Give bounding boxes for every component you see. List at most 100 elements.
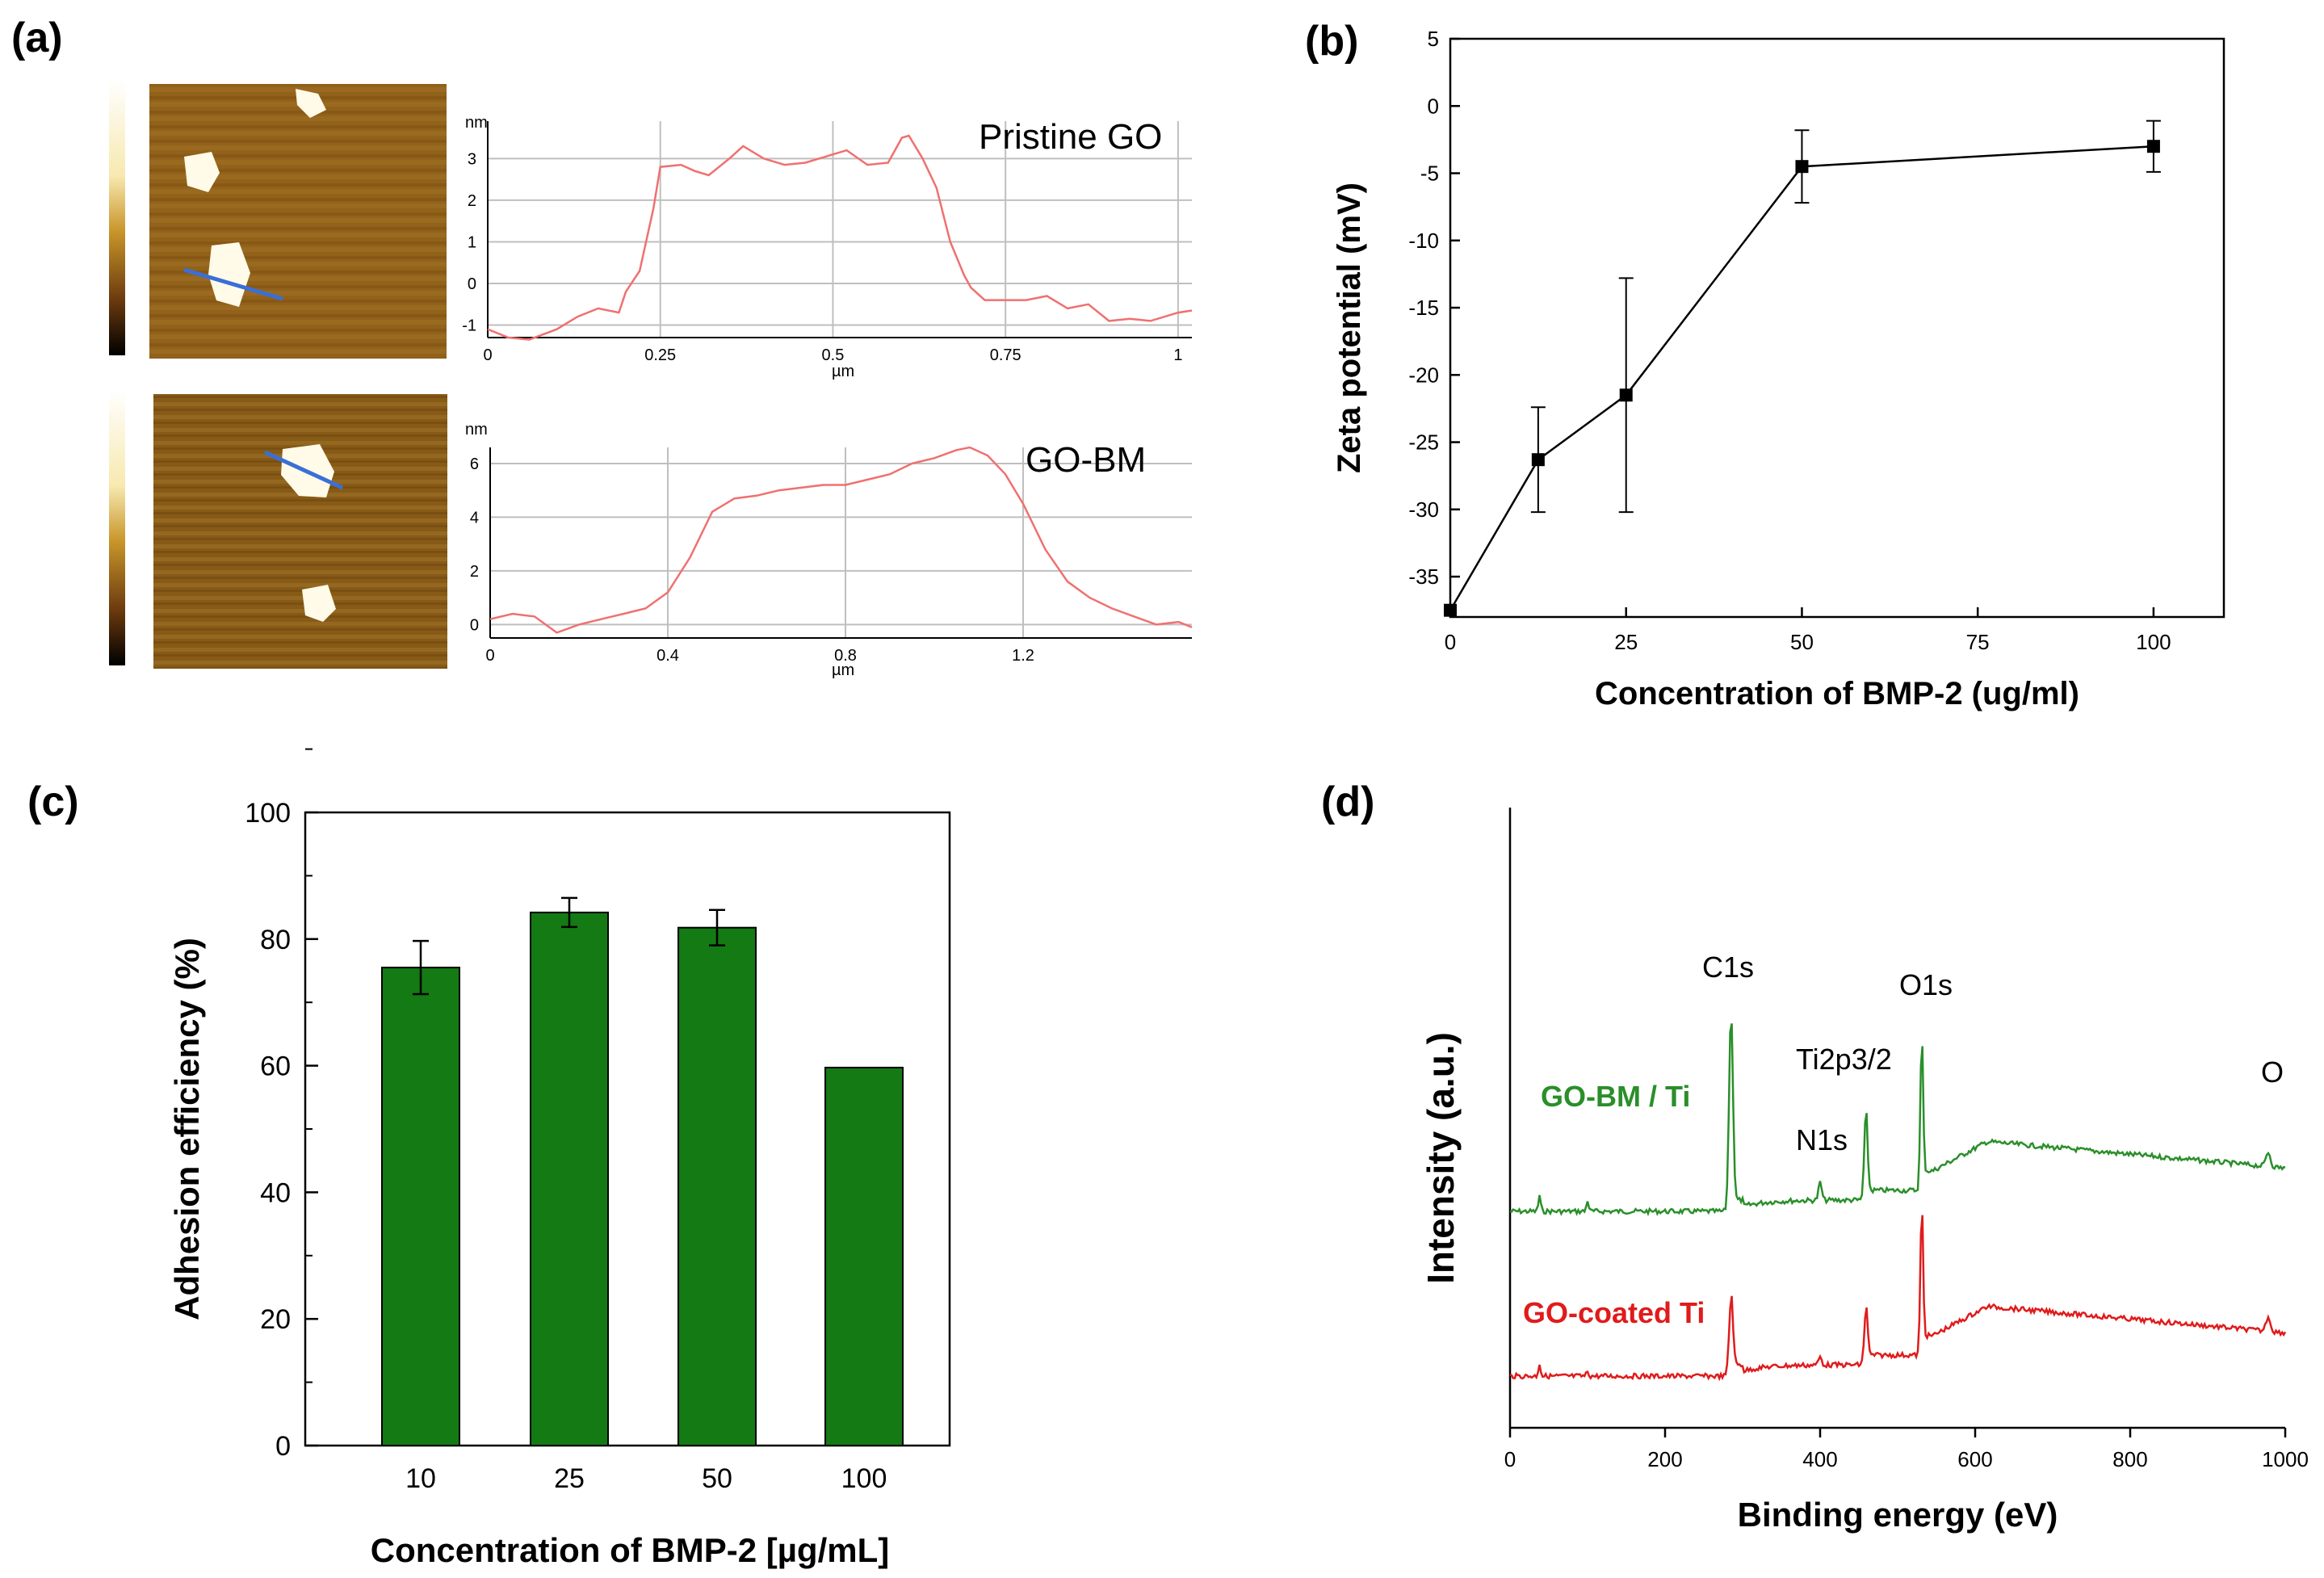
axis-ticks: 0 20 40 60 80 100 10 25 50 100 xyxy=(245,748,887,1494)
afm-scan-line xyxy=(183,267,283,301)
panel-label-c: (c) xyxy=(27,779,79,825)
peak-label-c1s: C1s xyxy=(1702,951,1754,984)
peak-label-o: O xyxy=(2261,1055,2284,1089)
y-tick-label: 100 xyxy=(245,798,291,829)
y-tick-label: 80 xyxy=(260,925,291,955)
y-tick-label: 20 xyxy=(260,1304,291,1335)
x-tick-label: 1.2 xyxy=(1012,647,1034,665)
y-tick-labels: -1 0 1 2 3 xyxy=(462,150,476,334)
y-tick-label: -5 xyxy=(1420,162,1439,186)
x-tick-label: 100 xyxy=(841,1463,887,1494)
x-unit-label: µm xyxy=(832,363,854,380)
afm-colorbar xyxy=(109,79,125,355)
y-tick-label: -25 xyxy=(1408,430,1439,455)
afm-image xyxy=(153,394,447,669)
x-tick-label: 600 xyxy=(1957,1447,1992,1471)
bar xyxy=(530,911,609,1446)
x-tick-label: 75 xyxy=(1966,630,1990,654)
bar xyxy=(677,926,757,1446)
y-tick-label: 60 xyxy=(260,1051,291,1082)
peak-label-n1s: N1s xyxy=(1796,1123,1848,1156)
grid xyxy=(487,121,1192,338)
bar xyxy=(824,1066,904,1447)
error-bars xyxy=(1530,120,2161,514)
y-tick-label: -1 xyxy=(462,317,476,335)
x-tick-label: 0.5 xyxy=(822,346,845,364)
afm-flake xyxy=(302,585,336,622)
x-tick-label: 0.75 xyxy=(990,346,1021,364)
x-tick-label: 100 xyxy=(2136,630,2171,654)
plot-frame xyxy=(1449,37,2225,619)
panel-label-a: (a) xyxy=(11,15,63,61)
x-tick-label: 0 xyxy=(483,346,492,364)
y-tick-label: 5 xyxy=(1428,27,1439,51)
x-tick-label: 0 xyxy=(1445,630,1456,654)
x-tick-label: 1000 xyxy=(2262,1447,2309,1471)
y-tick-label: -10 xyxy=(1408,229,1439,253)
y-tick-label: -30 xyxy=(1408,497,1439,522)
y-tick-label: 3 xyxy=(468,150,476,168)
y-tick-label: 2 xyxy=(468,192,476,210)
panel-label-d: (d) xyxy=(1321,779,1374,825)
data-point xyxy=(1619,388,1633,402)
afm-image xyxy=(149,84,447,359)
x-tick-labels: 0 0.4 0.8 1.2 xyxy=(485,647,1034,665)
x-tick-label: 0.25 xyxy=(644,346,676,364)
chart-xps: 0 200 400 600 800 1000 GO-BM / Ti GO-coated T… xyxy=(1420,808,2309,1534)
data-point xyxy=(1795,160,1809,174)
afm-image-pristine-go xyxy=(109,79,447,359)
chart-adhesion-efficiency: 0 20 40 60 80 100 10 25 50 100 Concentration of B… xyxy=(168,748,951,1569)
profile-line xyxy=(487,134,1193,341)
y-axis-label: Zeta potential (mV) xyxy=(1332,183,1367,473)
y-tick-label: 2 xyxy=(470,563,479,581)
x-tick-label: 200 xyxy=(1647,1447,1682,1471)
x-tick-label: 50 xyxy=(1790,630,1814,654)
x-tick-labels: 0 0.25 0.5 0.75 1 xyxy=(483,346,1182,364)
data-point xyxy=(1444,603,1457,617)
x-tick-label: 50 xyxy=(702,1463,732,1494)
x-tick-label: 10 xyxy=(405,1463,436,1494)
y-tick-label: 0 xyxy=(470,616,479,634)
data-points xyxy=(1444,140,2160,617)
y-tick-label: -15 xyxy=(1408,296,1439,320)
x-axis-label: Concentration of BMP-2 (ug/ml) xyxy=(1595,676,2079,711)
afm-image-go-bm xyxy=(109,389,447,669)
x-tick-label: 0.8 xyxy=(834,647,857,665)
y-tick-label: 40 xyxy=(260,1177,291,1208)
y-tick-label: -35 xyxy=(1408,564,1439,589)
spectrum-go-coated-ti xyxy=(1509,1215,2287,1382)
afm-scan-line xyxy=(263,450,344,490)
afm-flake xyxy=(184,152,220,192)
series-line xyxy=(1449,145,2154,611)
profile-line xyxy=(489,446,1193,634)
chart-title: Pristine GO xyxy=(979,117,1162,157)
spectrum-go-bm-ti xyxy=(1509,1023,2286,1217)
x-tick-label: 800 xyxy=(2112,1447,2147,1471)
afm-colorbar xyxy=(109,389,125,665)
y-axis-label: Adhesion efficiency (%) xyxy=(168,938,206,1320)
bar xyxy=(381,967,460,1446)
y-tick-label: 0 xyxy=(468,275,476,293)
panel-label-b: (b) xyxy=(1305,18,1358,65)
peak-label-ti2p: Ti2p3/2 xyxy=(1796,1043,1892,1076)
y-tick-label: 6 xyxy=(470,455,479,473)
x-tick-label: 0 xyxy=(485,647,494,665)
x-tick-label: 400 xyxy=(1802,1447,1837,1471)
x-tick-label: 1 xyxy=(1173,346,1182,364)
profile-pristine-go: 0 0.25 0.5 0.75 1 -1 0 1 2 3 nm µm Pristine GO xyxy=(462,114,1193,380)
data-point xyxy=(2146,140,2160,153)
x-axis-label: Binding energy (eV) xyxy=(1738,1496,2058,1534)
y-tick-label: 1 xyxy=(468,233,476,251)
legend-go-bm-ti: GO-BM / Ti xyxy=(1541,1080,1690,1113)
legend-go-coated-ti: GO-coated Ti xyxy=(1523,1296,1705,1329)
x-tick-label: 25 xyxy=(554,1463,585,1494)
x-unit-label: µm xyxy=(832,661,854,679)
y-tick-label: 4 xyxy=(470,509,479,527)
bars xyxy=(381,896,904,1447)
x-tick-label: 25 xyxy=(1614,630,1638,654)
data-point xyxy=(1531,453,1545,467)
x-axis-label: Concentration of BMP-2 [µg/mL] xyxy=(371,1531,890,1569)
profile-go-bm: 0 0.4 0.8 1.2 0 2 4 6 nm µm GO-BM xyxy=(465,421,1193,679)
